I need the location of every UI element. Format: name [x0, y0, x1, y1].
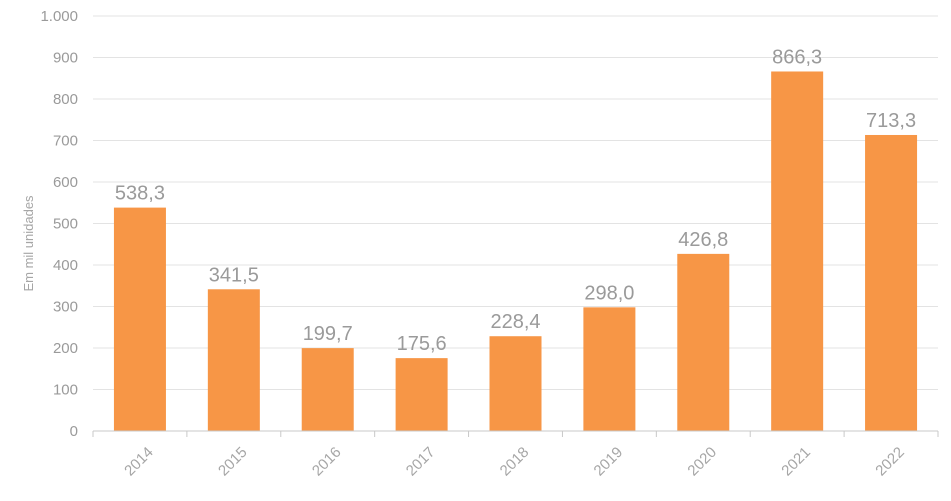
- bar-2021: [771, 71, 824, 431]
- bar-2020: [677, 253, 730, 431]
- data-label: 713,3: [866, 110, 916, 132]
- data-label: 175,6: [397, 333, 447, 355]
- bar-2014: [113, 207, 166, 431]
- data-label: 228,4: [490, 311, 540, 333]
- bar-2019: [583, 307, 636, 431]
- x-tick-label: 2016: [309, 444, 345, 480]
- y-tick-label: 200: [53, 340, 78, 357]
- y-tick-label: 500: [53, 216, 78, 233]
- y-tick-label: 0: [70, 423, 78, 440]
- data-labels: 538,3 341,5 199,7 175,6 228,4 298,0 426,8 866,3…: [115, 46, 916, 355]
- y-axis-title: Em mil unidades: [21, 195, 36, 292]
- bars: [113, 71, 918, 431]
- x-axis-ticks: 2014 2015 2016 2017 2018 2019 2020 2021 2022: [92, 431, 939, 480]
- y-tick-label: 800: [53, 91, 78, 108]
- bar-2015: [207, 289, 260, 431]
- x-tick-label: 2014: [121, 444, 157, 480]
- bar-2017: [395, 358, 448, 431]
- x-tick-label: 2021: [778, 444, 814, 480]
- data-label: 298,0: [584, 282, 634, 304]
- x-tick-label: 2019: [591, 444, 627, 480]
- x-tick-label: 2022: [872, 444, 908, 480]
- data-label: 341,5: [209, 264, 259, 286]
- x-tick-label: 2017: [403, 444, 439, 480]
- x-tick-label: 2020: [684, 444, 720, 480]
- y-tick-label: 700: [53, 133, 78, 150]
- y-tick-label: 900: [53, 50, 78, 67]
- bar-2022: [865, 134, 918, 431]
- data-label: 199,7: [303, 323, 353, 345]
- bar-2016: [301, 348, 354, 431]
- y-tick-label: 300: [53, 299, 78, 316]
- data-label: 426,8: [678, 229, 728, 251]
- y-tick-label: 1.000: [40, 8, 78, 25]
- y-tick-label: 400: [53, 257, 78, 274]
- x-tick-label: 2015: [215, 444, 251, 480]
- bar-2018: [489, 336, 542, 431]
- data-label: 538,3: [115, 183, 165, 205]
- x-tick-label: 2018: [497, 444, 533, 480]
- data-label: 866,3: [772, 46, 822, 68]
- y-tick-label: 100: [53, 382, 78, 399]
- y-axis-ticks: 0 100 200 300 400 500 600 700 800 900 1.000: [40, 8, 78, 440]
- y-tick-label: 600: [53, 174, 78, 191]
